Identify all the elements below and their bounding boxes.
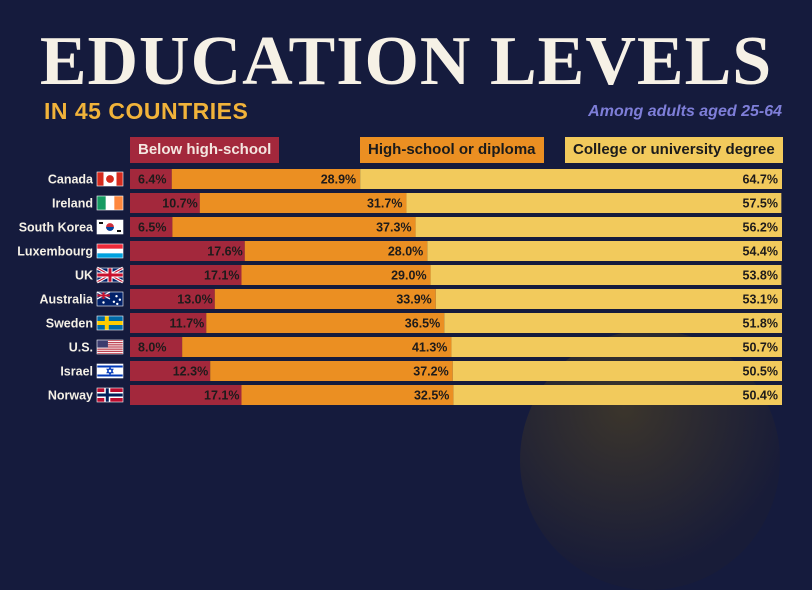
value-label: 56.2% (743, 221, 778, 235)
luxembourg-flag-icon (96, 243, 124, 259)
value-label: 13.0% (177, 293, 212, 307)
bar-segment (241, 385, 454, 405)
value-label: 41.3% (412, 341, 447, 355)
chart-row: Israel 12.3% 37.2% 50.5% (60, 361, 782, 381)
legend-below-high-school: Below high-school (130, 137, 280, 163)
chart-row: UK 17.1% 29.0% 53.8% (75, 265, 782, 285)
country-label: UK (75, 269, 93, 283)
bar-segment (130, 241, 245, 261)
country-label: Canada (48, 173, 94, 187)
country-label: U.S. (69, 341, 93, 355)
country-label: South Korea (19, 221, 94, 235)
country-label: Luxembourg (17, 245, 93, 259)
value-label: 57.5% (743, 197, 778, 211)
bar-segment (210, 361, 453, 381)
norway-flag-icon (96, 387, 124, 403)
page-title: EDUCATION LEVELS (39, 23, 773, 100)
chart-row: Sweden 11.7% 36.5% 51.8% (46, 313, 782, 333)
sweden-flag-icon (96, 315, 124, 331)
value-label: 37.2% (413, 365, 448, 379)
value-label: 53.8% (743, 269, 778, 283)
value-label: 50.4% (743, 389, 778, 403)
bar-segment (444, 313, 782, 333)
value-label: 64.7% (743, 173, 778, 187)
value-label: 6.5% (138, 221, 167, 235)
value-label: 17.6% (207, 245, 242, 259)
value-label: 33.9% (396, 293, 431, 307)
country-label: Norway (48, 389, 93, 403)
value-label: 10.7% (162, 197, 197, 211)
legend-high-school-diploma: High-school or diploma (360, 137, 544, 163)
bar-segment (199, 193, 407, 213)
value-label: 17.1% (204, 389, 239, 403)
value-label: 28.9% (321, 173, 356, 187)
bar-segment (130, 193, 200, 213)
bar-segment (130, 337, 183, 357)
bar-segment (172, 217, 416, 237)
bar-segment (241, 265, 431, 285)
bar-segment (360, 169, 782, 189)
south-korea-flag-icon (96, 219, 124, 235)
value-label: 12.3% (173, 365, 208, 379)
value-label: 54.4% (743, 245, 778, 259)
uk-flag-icon (96, 266, 124, 284)
bar-segment (130, 217, 173, 237)
chart-row: Australia 13.0% 33.9% 53.1% (40, 289, 782, 309)
bar-segment (435, 289, 782, 309)
value-label: 8.0% (138, 341, 167, 355)
bar-segment (130, 265, 242, 285)
ireland-flag-icon (96, 195, 124, 211)
value-label: 28.0% (388, 245, 423, 259)
bar-segment (452, 361, 782, 381)
value-label: 17.1% (204, 269, 239, 283)
bar-segment (427, 241, 782, 261)
bar-segment (130, 385, 242, 405)
bar-segment (451, 337, 782, 357)
us-flag-icon (96, 339, 124, 355)
bar-segment (244, 241, 428, 261)
bar-segment (130, 361, 211, 381)
israel-flag-icon (96, 363, 124, 379)
bar-segment (453, 385, 782, 405)
value-label: 50.7% (743, 341, 778, 355)
bar-segment (130, 289, 215, 309)
chart-row: U.S. 8.0% 41.3% 50.7% (69, 337, 782, 357)
bar-segment (430, 265, 782, 285)
value-label: 29.0% (391, 269, 426, 283)
bar-segment (182, 337, 452, 357)
canada-flag-icon (96, 171, 124, 187)
australia-flag-icon (96, 291, 124, 307)
value-label: 53.1% (743, 293, 778, 307)
bar-segment (214, 289, 436, 309)
page-subtitle: IN 45 COUNTRIES (44, 98, 249, 124)
chart-row: Ireland 10.7% 31.7% 57.5% (52, 193, 782, 213)
chart-row: Luxembourg 17.6% 28.0% 54.4% (17, 241, 782, 261)
value-label: 11.7% (170, 317, 205, 331)
country-label: Ireland (52, 197, 93, 211)
value-label: 50.5% (743, 365, 778, 379)
country-label: Israel (60, 365, 93, 379)
bar-segment (206, 313, 445, 333)
stacked-bar-chart: Canada 6.4% 28.9% 64.7% Ireland 10.7% 31.7% 57.… (17, 169, 782, 405)
value-label: 32.5% (414, 389, 449, 403)
chart-row: Canada 6.4% 28.9% 64.7% (48, 169, 782, 189)
bar-segment (130, 313, 207, 333)
chart-row: South Korea 6.5% 37.3% 56.2% (19, 217, 782, 237)
legend-college-degree: College or university degree (565, 137, 783, 163)
bar-segment (130, 169, 172, 189)
value-label: 37.3% (376, 221, 411, 235)
value-label: 51.8% (743, 317, 778, 331)
bar-segment (415, 217, 782, 237)
bar-segment (171, 169, 361, 189)
value-label: 36.5% (405, 317, 440, 331)
country-label: Sweden (46, 317, 93, 331)
age-note: Among adults aged 25-64 (588, 103, 782, 120)
chart-row: Norway 17.1% 32.5% 50.4% (48, 385, 782, 405)
value-label: 31.7% (367, 197, 402, 211)
value-label: 6.4% (138, 173, 167, 187)
bar-segment (406, 193, 782, 213)
country-label: Australia (40, 293, 95, 307)
